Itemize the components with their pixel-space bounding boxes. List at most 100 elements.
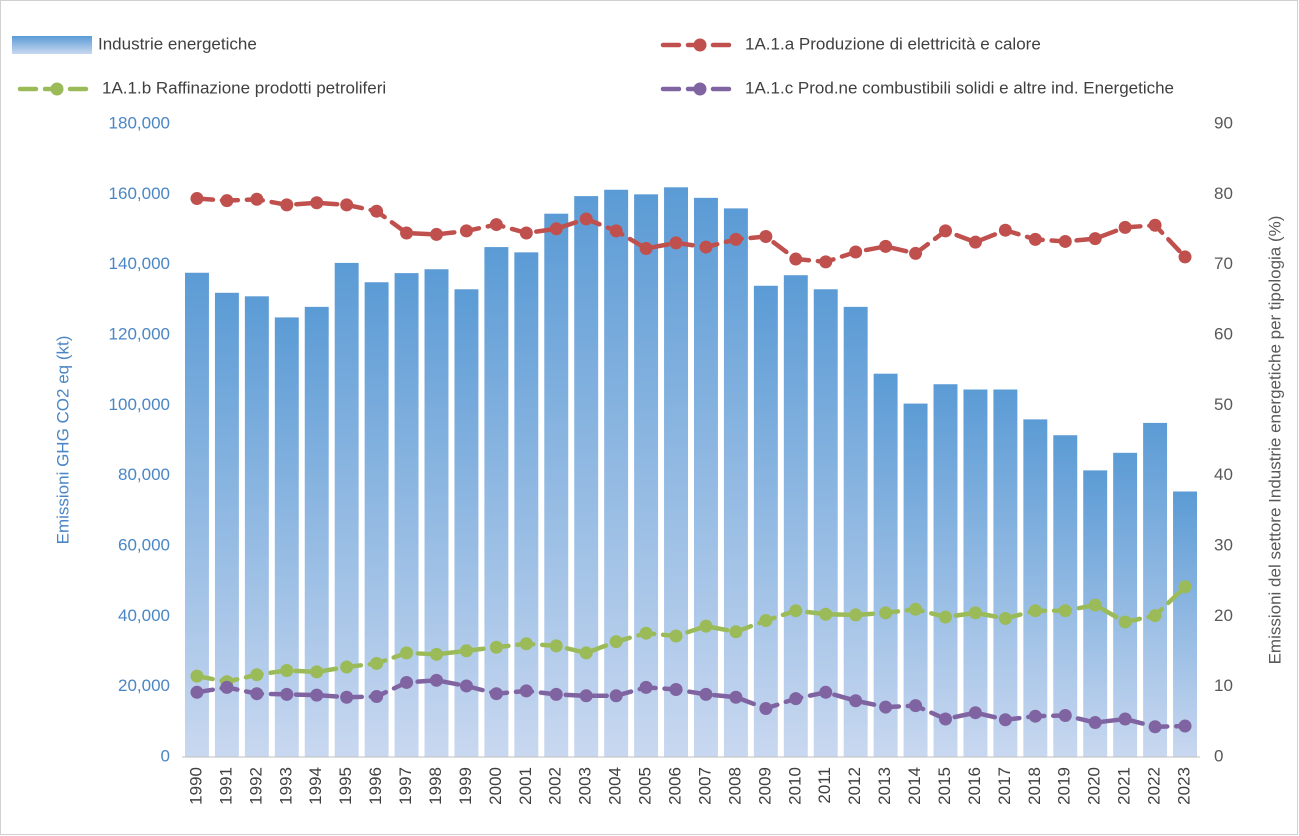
marker: [549, 639, 563, 653]
x-tick-label: 2000: [486, 767, 505, 805]
marker: [669, 682, 683, 696]
marker: [939, 712, 952, 726]
legend-label: 1A.1.b Raffinazione prodotti petroliferi: [102, 78, 386, 97]
y-axis-title: Emissioni GHG CO2 eq (kt): [53, 336, 72, 545]
marker: [968, 606, 982, 620]
y2-tick-label: 10: [1214, 676, 1233, 695]
y2-axis-title: Emissioni del settore Industrie energeti…: [1265, 216, 1284, 665]
marker: [1058, 709, 1072, 723]
marker: [310, 196, 324, 210]
x-tick-label: 2017: [995, 767, 1014, 805]
marker: [1028, 604, 1042, 618]
bar: [424, 269, 449, 757]
x-tick-label: 2021: [1115, 767, 1134, 805]
bar: [1113, 452, 1138, 757]
bar: [1053, 435, 1078, 757]
x-tick-label: 2012: [845, 767, 864, 805]
marker: [1148, 609, 1162, 623]
y-tick-label: 60,000: [118, 535, 170, 554]
marker: [1058, 234, 1072, 248]
marker: [430, 227, 443, 241]
bar: [1143, 422, 1168, 757]
marker: [370, 656, 384, 670]
bar: [244, 296, 269, 757]
marker: [400, 226, 414, 240]
x-tick-label: 2005: [636, 767, 655, 805]
bar: [454, 289, 479, 757]
y-tick-label: 40,000: [118, 606, 170, 625]
marker: [280, 198, 294, 212]
marker: [729, 690, 743, 704]
marker: [459, 224, 473, 238]
marker: [1118, 615, 1132, 629]
marker: [968, 706, 982, 720]
bar: [184, 272, 209, 757]
y-tick-label: 80,000: [118, 465, 170, 484]
marker: [220, 194, 234, 208]
x-tick-label: 1999: [456, 767, 475, 805]
marker: [609, 689, 623, 703]
x-tick-label: 2011: [815, 767, 834, 804]
marker: [819, 607, 833, 621]
marker: [579, 646, 593, 660]
marker: [1148, 218, 1162, 232]
marker: [699, 619, 713, 633]
marker: [729, 232, 743, 246]
marker: [370, 690, 384, 704]
x-tick-label: 2004: [606, 767, 625, 805]
x-tick-label: 2003: [576, 767, 595, 805]
marker: [400, 675, 414, 689]
x-tick-label: 2022: [1145, 767, 1164, 805]
marker: [968, 235, 982, 249]
marker: [939, 224, 952, 238]
marker: [639, 241, 653, 255]
y2-tick-label: 60: [1214, 324, 1233, 343]
marker: [579, 212, 593, 226]
marker: [489, 218, 503, 232]
marker: [1178, 580, 1192, 594]
bar: [843, 306, 868, 757]
marker: [1028, 232, 1042, 246]
y2-tick-label: 80: [1214, 184, 1233, 203]
bar: [1023, 419, 1048, 757]
y-tick-label: 100,000: [109, 395, 170, 414]
bar: [544, 213, 569, 758]
marker: [669, 629, 683, 643]
line: [194, 196, 1188, 265]
marker: [819, 255, 833, 269]
marker: [789, 604, 803, 618]
x-tick-label: 2016: [965, 767, 984, 805]
legend-label: 1A.1.a Produzione di elettricità e calor…: [745, 34, 1041, 53]
marker: [849, 245, 863, 259]
bar: [514, 252, 539, 757]
marker: [669, 236, 683, 250]
x-tick-label: 2023: [1175, 767, 1194, 805]
marker: [310, 665, 324, 679]
marker: [190, 192, 204, 206]
marker: [759, 230, 773, 244]
marker: [909, 699, 923, 713]
legend-label: 1A.1.c Prod.ne combustibili solidi e alt…: [745, 78, 1174, 97]
bar: [634, 194, 659, 758]
x-tick-label: 1991: [216, 767, 235, 805]
x-tick-label: 2008: [725, 767, 744, 805]
marker: [1088, 716, 1102, 730]
marker: [519, 684, 533, 698]
marker: [190, 669, 204, 683]
marker: [879, 239, 893, 253]
x-tick-label: 2006: [666, 767, 685, 805]
bar: [364, 282, 389, 757]
marker: [1088, 232, 1102, 246]
marker: [849, 694, 863, 708]
legend-marker: [50, 82, 64, 96]
marker: [879, 606, 893, 620]
marker: [819, 685, 833, 699]
marker: [759, 614, 773, 628]
marker: [998, 713, 1012, 727]
bar: [1173, 491, 1198, 757]
legend-marker: [693, 82, 707, 96]
marker: [430, 647, 443, 661]
bar: [723, 208, 748, 757]
bar: [783, 275, 808, 757]
